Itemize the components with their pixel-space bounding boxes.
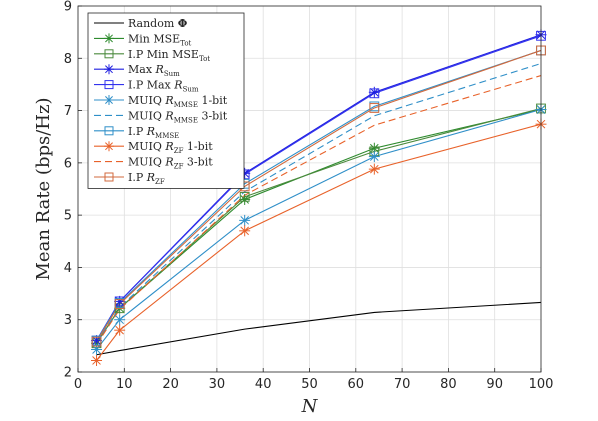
legend-entry-text-part: Tot [199,55,210,63]
star-marker-stroke [370,143,379,153]
square-marker [104,172,114,182]
legend-entry-text-part: Tot [180,39,191,47]
legend-entry-label: I.P Max RSum [128,79,199,94]
star-marker-stroke [240,195,249,204]
x-tick-label: 0 [74,377,82,392]
y-axis-label: Mean Rate (bps/Hz) [33,97,54,280]
x-tick-label: 80 [440,377,457,392]
legend-entry-text-part: R [146,125,155,138]
legend-entry-text-part: 1-bit [183,140,213,153]
axis-ticks: 0 10 20 30 40 50 60 70 80 90 100 2 3 4 5 6 7 8 9 [64,0,554,392]
legend-entry-text-part: MUIQ [128,156,165,169]
series-line [96,301,542,356]
square-marker [104,80,114,90]
x-tick-label: 70 [394,377,411,392]
legend-entry-text-part: ZF [174,163,184,171]
x-tick-label: 10 [116,377,133,392]
x-tick-label: 50 [301,377,318,392]
star-marker-stroke [115,315,124,325]
square-marker [91,336,102,347]
legend-entry-text-part: ZF [155,178,165,186]
legend-entry-text-part: R [164,94,173,107]
star-marker-stroke [105,34,113,43]
legend-entry-label: I.P RZF [128,171,165,186]
legend-entry-label: Max RSum [128,63,180,78]
square-marker [239,191,250,202]
legend-entry-text-part: R [146,171,155,184]
square-marker [369,103,380,113]
y-tick-label: 9 [64,0,72,15]
y-tick-label: 6 [64,156,72,171]
star-marker-stroke [370,152,379,161]
legend-entry-label: I.P Min MSETot [128,48,210,63]
legend-entry-text-part: Φ [178,17,188,30]
x-tick-label: 60 [348,377,365,392]
legend-entry-text-part: I.P Max [128,79,174,92]
series-line [96,62,542,344]
y-tick-label: 5 [64,209,72,224]
legend-entry-label: MUIQ RMMSE 1-bit [128,94,228,109]
star-marker-stroke [370,164,379,174]
legend-entry-label: MUIQ RZF 1-bit [128,140,213,155]
legend-box [87,12,245,189]
star-marker-stroke [370,87,379,97]
legend-entry-text-part: MMSE [174,116,198,124]
y-tick-label: 8 [64,52,72,67]
y-tick-label: 3 [64,313,72,328]
legend-entry-label: Random Φ [128,17,188,30]
legend-entry-text-part: Min MSE [128,32,180,45]
x-tick-label: 90 [486,377,503,392]
legend-entry-text-part: 1-bit [198,94,228,107]
series-line [96,49,542,342]
star-marker-stroke [240,216,249,225]
x-axis-label: N [301,396,319,417]
legend-entry-text-part: Random [128,17,178,30]
x-tick-label: 30 [209,377,226,392]
legend-entry-text-part: Max [128,63,156,76]
star-marker-stroke [105,142,113,151]
star-marker-stroke [92,345,101,354]
legend-entry-text-part: R [173,79,182,92]
star-marker-stroke [105,96,113,104]
y-tick-label: 2 [64,366,72,381]
y-tick-label: 7 [64,104,72,119]
x-tick-label: 20 [162,377,179,392]
legend-entry-text-part: MUIQ [128,140,165,153]
star-marker-stroke [115,325,124,335]
star-marker-stroke [92,356,101,365]
legend-entry-text-part: Sum [164,70,180,78]
star-marker-stroke [92,336,101,345]
legend-entry-text-part: MUIQ [128,94,165,107]
x-tick-label: 100 [529,377,554,392]
legend-entry-text-part: 3-bit [183,156,213,169]
legend-entry-text-part: I.P [128,171,147,184]
legend-entry-text-part: I.P [128,125,147,138]
square-marker [369,88,380,99]
legend-entry-text-part: ZF [174,147,184,155]
square-marker [104,49,114,59]
x-tick-label: 40 [255,377,272,392]
square-marker [114,299,125,309]
legend-entry-label: MUIQ RMMSE 3-bit [128,109,228,124]
legend-entry-label: MUIQ RZF 3-bit [128,156,213,171]
legend-entry-text-part: R [155,63,164,76]
legend-entry-text-part: MMSE [155,132,179,140]
square-marker [104,126,114,136]
y-tick-label: 4 [64,261,72,276]
legend-entry-text-part: R [164,140,173,153]
legend-entry-text-part: MUIQ [128,109,165,122]
legend-entry-label: Min MSETot [128,32,192,47]
star-marker-stroke [240,226,249,236]
legend-entry-label: I.P RMMSE [128,125,179,140]
legend-entry-text-part: Sum [183,86,199,94]
legend-entry-text-part: R [164,109,173,122]
legend-entry-text-part: MMSE [174,101,198,109]
legend-entry-text-part: 3-bit [198,109,228,122]
star-marker-stroke [105,65,113,74]
legend-entry-text-part: R [164,156,173,169]
legend-entry-text-part: I.P Min MSE [128,48,199,61]
